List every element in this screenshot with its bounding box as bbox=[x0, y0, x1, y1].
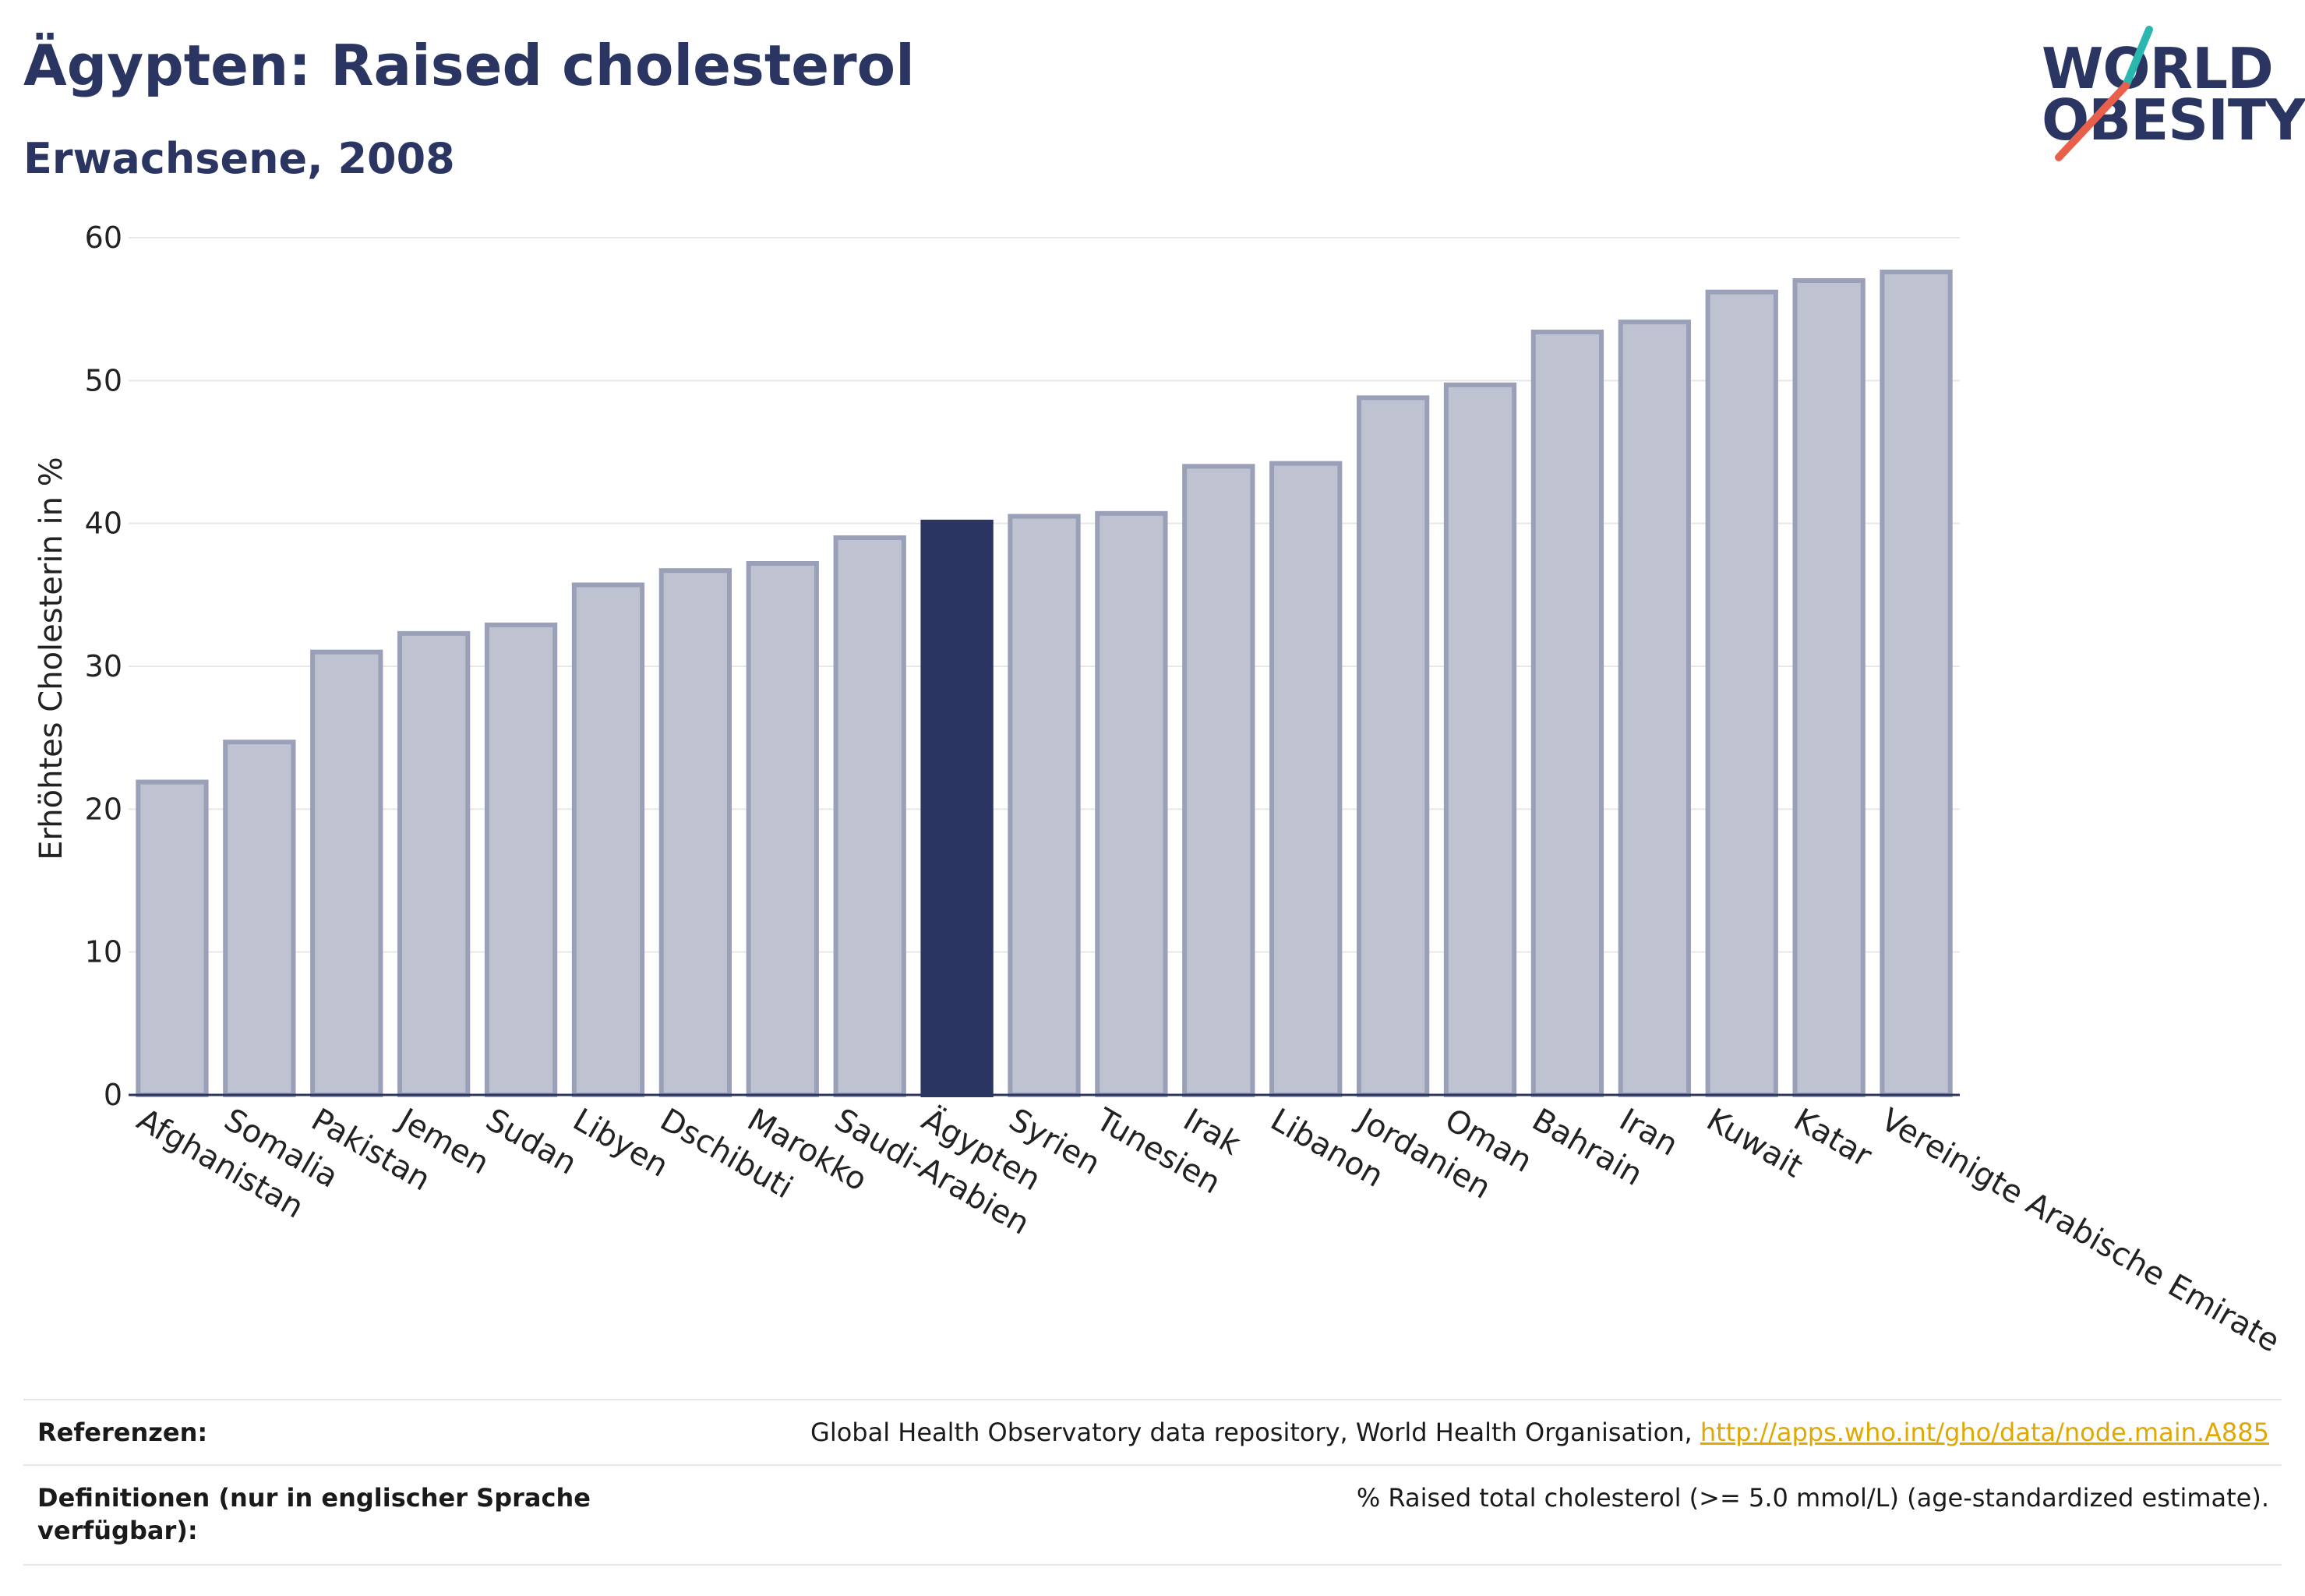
bar-jemen[interactable] bbox=[397, 630, 471, 1097]
world-obesity-logo: WORLD OBESITY bbox=[2042, 23, 2305, 164]
y-tick-label: 40 bbox=[85, 507, 122, 541]
bar-ägypten[interactable] bbox=[920, 519, 994, 1097]
bar-chart: 0 10 20 30 40 50 60 AfghanistanSomaliaPakistan… bbox=[85, 221, 2286, 1360]
bar-syrien[interactable] bbox=[1008, 514, 1081, 1097]
bar-somalia[interactable] bbox=[223, 740, 296, 1098]
bar-pakistan[interactable] bbox=[310, 649, 383, 1097]
references-value: Global Health Observatory data repositor… bbox=[810, 1416, 2269, 1449]
logo-line-2: OBESITY bbox=[2042, 87, 2305, 153]
y-axis-ticks: 0 10 20 30 40 50 60 bbox=[85, 221, 122, 1112]
bar-saudi-arabien[interactable] bbox=[833, 535, 906, 1097]
bar-katar[interactable] bbox=[1792, 278, 1866, 1097]
bar-libyen[interactable] bbox=[571, 582, 645, 1097]
y-tick-label: 20 bbox=[85, 792, 122, 826]
bar-marokko[interactable] bbox=[746, 561, 819, 1097]
x-tick-label: Sudan bbox=[480, 1102, 583, 1182]
bar-libanon[interactable] bbox=[1269, 461, 1343, 1097]
bar-dschibuti[interactable] bbox=[658, 568, 732, 1097]
references-link[interactable]: http://apps.who.int/gho/data/node.main.A… bbox=[1700, 1418, 2269, 1447]
x-tick-label: Kuwait bbox=[1700, 1102, 1809, 1185]
definitions-label: Definitionen (nur in englischer Sprache … bbox=[37, 1483, 591, 1545]
references-row: Referenzen: Global Health Observatory da… bbox=[23, 1399, 2282, 1464]
bar-iran[interactable] bbox=[1618, 320, 1691, 1097]
references-label: Referenzen: bbox=[37, 1418, 208, 1447]
bar-vereinigte-arabische-emirate[interactable] bbox=[1880, 270, 1953, 1097]
bars bbox=[136, 270, 1953, 1098]
bar-sudan[interactable] bbox=[484, 622, 558, 1097]
y-tick-label: 30 bbox=[85, 649, 122, 683]
bar-oman[interactable] bbox=[1443, 382, 1517, 1098]
y-tick-label: 10 bbox=[85, 935, 122, 969]
y-tick-label: 0 bbox=[104, 1078, 122, 1112]
bar-afghanistan[interactable] bbox=[136, 779, 209, 1097]
bar-jordanien[interactable] bbox=[1356, 395, 1430, 1098]
page-subtitle: Erwachsene, 2008 bbox=[23, 134, 455, 183]
bar-kuwait[interactable] bbox=[1705, 289, 1778, 1098]
x-tick-label: Libyen bbox=[567, 1102, 674, 1185]
bar-irak[interactable] bbox=[1182, 464, 1255, 1097]
y-axis-label: Erhöhtes Cholesterin in % bbox=[34, 457, 69, 860]
definitions-row: Definitionen (nur in englischer Sprache … bbox=[23, 1464, 2282, 1566]
y-tick-label: 60 bbox=[85, 221, 122, 255]
bar-bahrain[interactable] bbox=[1530, 330, 1604, 1097]
bar-tunesien[interactable] bbox=[1095, 510, 1168, 1097]
logo-line-1: WORLD bbox=[2042, 36, 2274, 101]
y-tick-label: 50 bbox=[85, 363, 122, 397]
x-tick-label: Vereinigte Arabische Emirate bbox=[1875, 1102, 2286, 1360]
definitions-value: % Raised total cholesterol (>= 5.0 mmol/… bbox=[1356, 1483, 2269, 1513]
page-title: Ägypten: Raised cholesterol bbox=[23, 33, 915, 98]
x-axis-ticks: AfghanistanSomaliaPakistanJemenSudanLiby… bbox=[131, 1100, 2286, 1360]
references-text: Global Health Observatory data repositor… bbox=[810, 1418, 1700, 1447]
logo-slash-icon bbox=[2055, 26, 2153, 161]
